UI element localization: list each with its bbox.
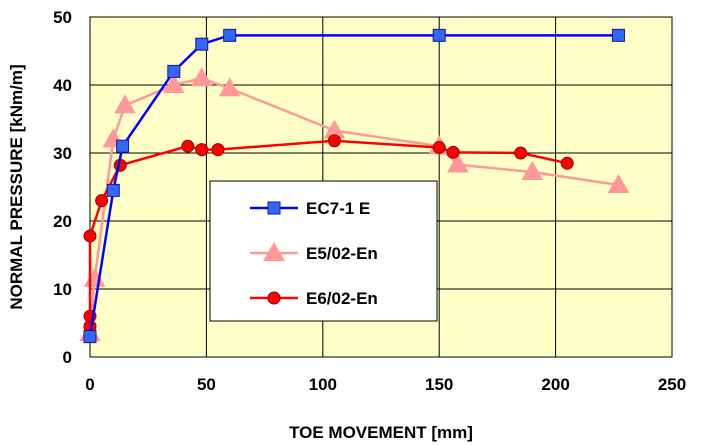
legend-box — [209, 180, 438, 322]
data-point — [190, 67, 213, 87]
y-tick-label: 50 — [53, 8, 72, 27]
data-point — [211, 143, 225, 157]
x-tick-label: 250 — [658, 375, 686, 394]
data-point — [83, 229, 97, 243]
data-point — [83, 330, 97, 344]
legend-marker — [267, 291, 281, 305]
data-point — [514, 146, 528, 160]
data-point — [181, 139, 195, 153]
data-point — [95, 194, 109, 208]
legend-item: EC7-1 E — [250, 199, 370, 218]
series-layer — [79, 28, 630, 344]
legend-label: EC7-1 E — [306, 199, 370, 218]
y-axis-title: NORMAL PRESSURE [kNm/m] — [7, 64, 26, 309]
series-1 — [83, 28, 625, 344]
data-point — [327, 134, 341, 148]
data-point — [432, 141, 446, 155]
y-tick-label: 20 — [53, 212, 72, 231]
data-point — [116, 139, 130, 153]
series-line — [88, 34, 619, 337]
data-point — [162, 73, 185, 93]
legend-item: E5/02-En — [250, 241, 378, 263]
legend-label: E6/02-En — [306, 289, 378, 308]
data-point — [195, 143, 209, 157]
y-tick-label: 0 — [63, 348, 72, 367]
data-point — [223, 28, 237, 42]
data-point — [611, 28, 625, 42]
legend: EC7-1 E E5/02-En E6/02-En — [209, 180, 438, 322]
x-axis-title: TOE MOVEMENT [mm] — [289, 423, 473, 442]
x-tick-label: 50 — [197, 375, 216, 394]
x-tick-label: 100 — [309, 375, 337, 394]
legend-item: E6/02-En — [250, 289, 378, 308]
data-point — [114, 94, 136, 114]
series-line — [88, 76, 619, 334]
data-point — [195, 37, 209, 51]
series-3 — [83, 134, 574, 340]
legend-label: E5/02-En — [306, 244, 378, 263]
y-tick-label: 10 — [53, 280, 72, 299]
y-tick-labels: 0 10 20 30 40 50 — [53, 8, 72, 367]
x-tick-labels: 0 50 100 150 200 250 — [85, 375, 686, 394]
y-tick-label: 40 — [53, 76, 72, 95]
y-tick-label: 30 — [53, 144, 72, 163]
legend-marker — [267, 201, 281, 215]
data-point — [607, 173, 630, 193]
data-point — [218, 77, 241, 97]
data-point — [446, 153, 469, 173]
data-point — [560, 156, 574, 170]
data-point — [521, 161, 544, 181]
x-tick-label: 150 — [425, 375, 453, 394]
data-point — [167, 64, 181, 78]
x-tick-label: 200 — [541, 375, 569, 394]
data-point — [432, 28, 446, 42]
legend-marker — [263, 241, 285, 261]
data-point — [106, 183, 120, 197]
x-tick-label: 0 — [85, 375, 94, 394]
data-point — [446, 145, 460, 159]
